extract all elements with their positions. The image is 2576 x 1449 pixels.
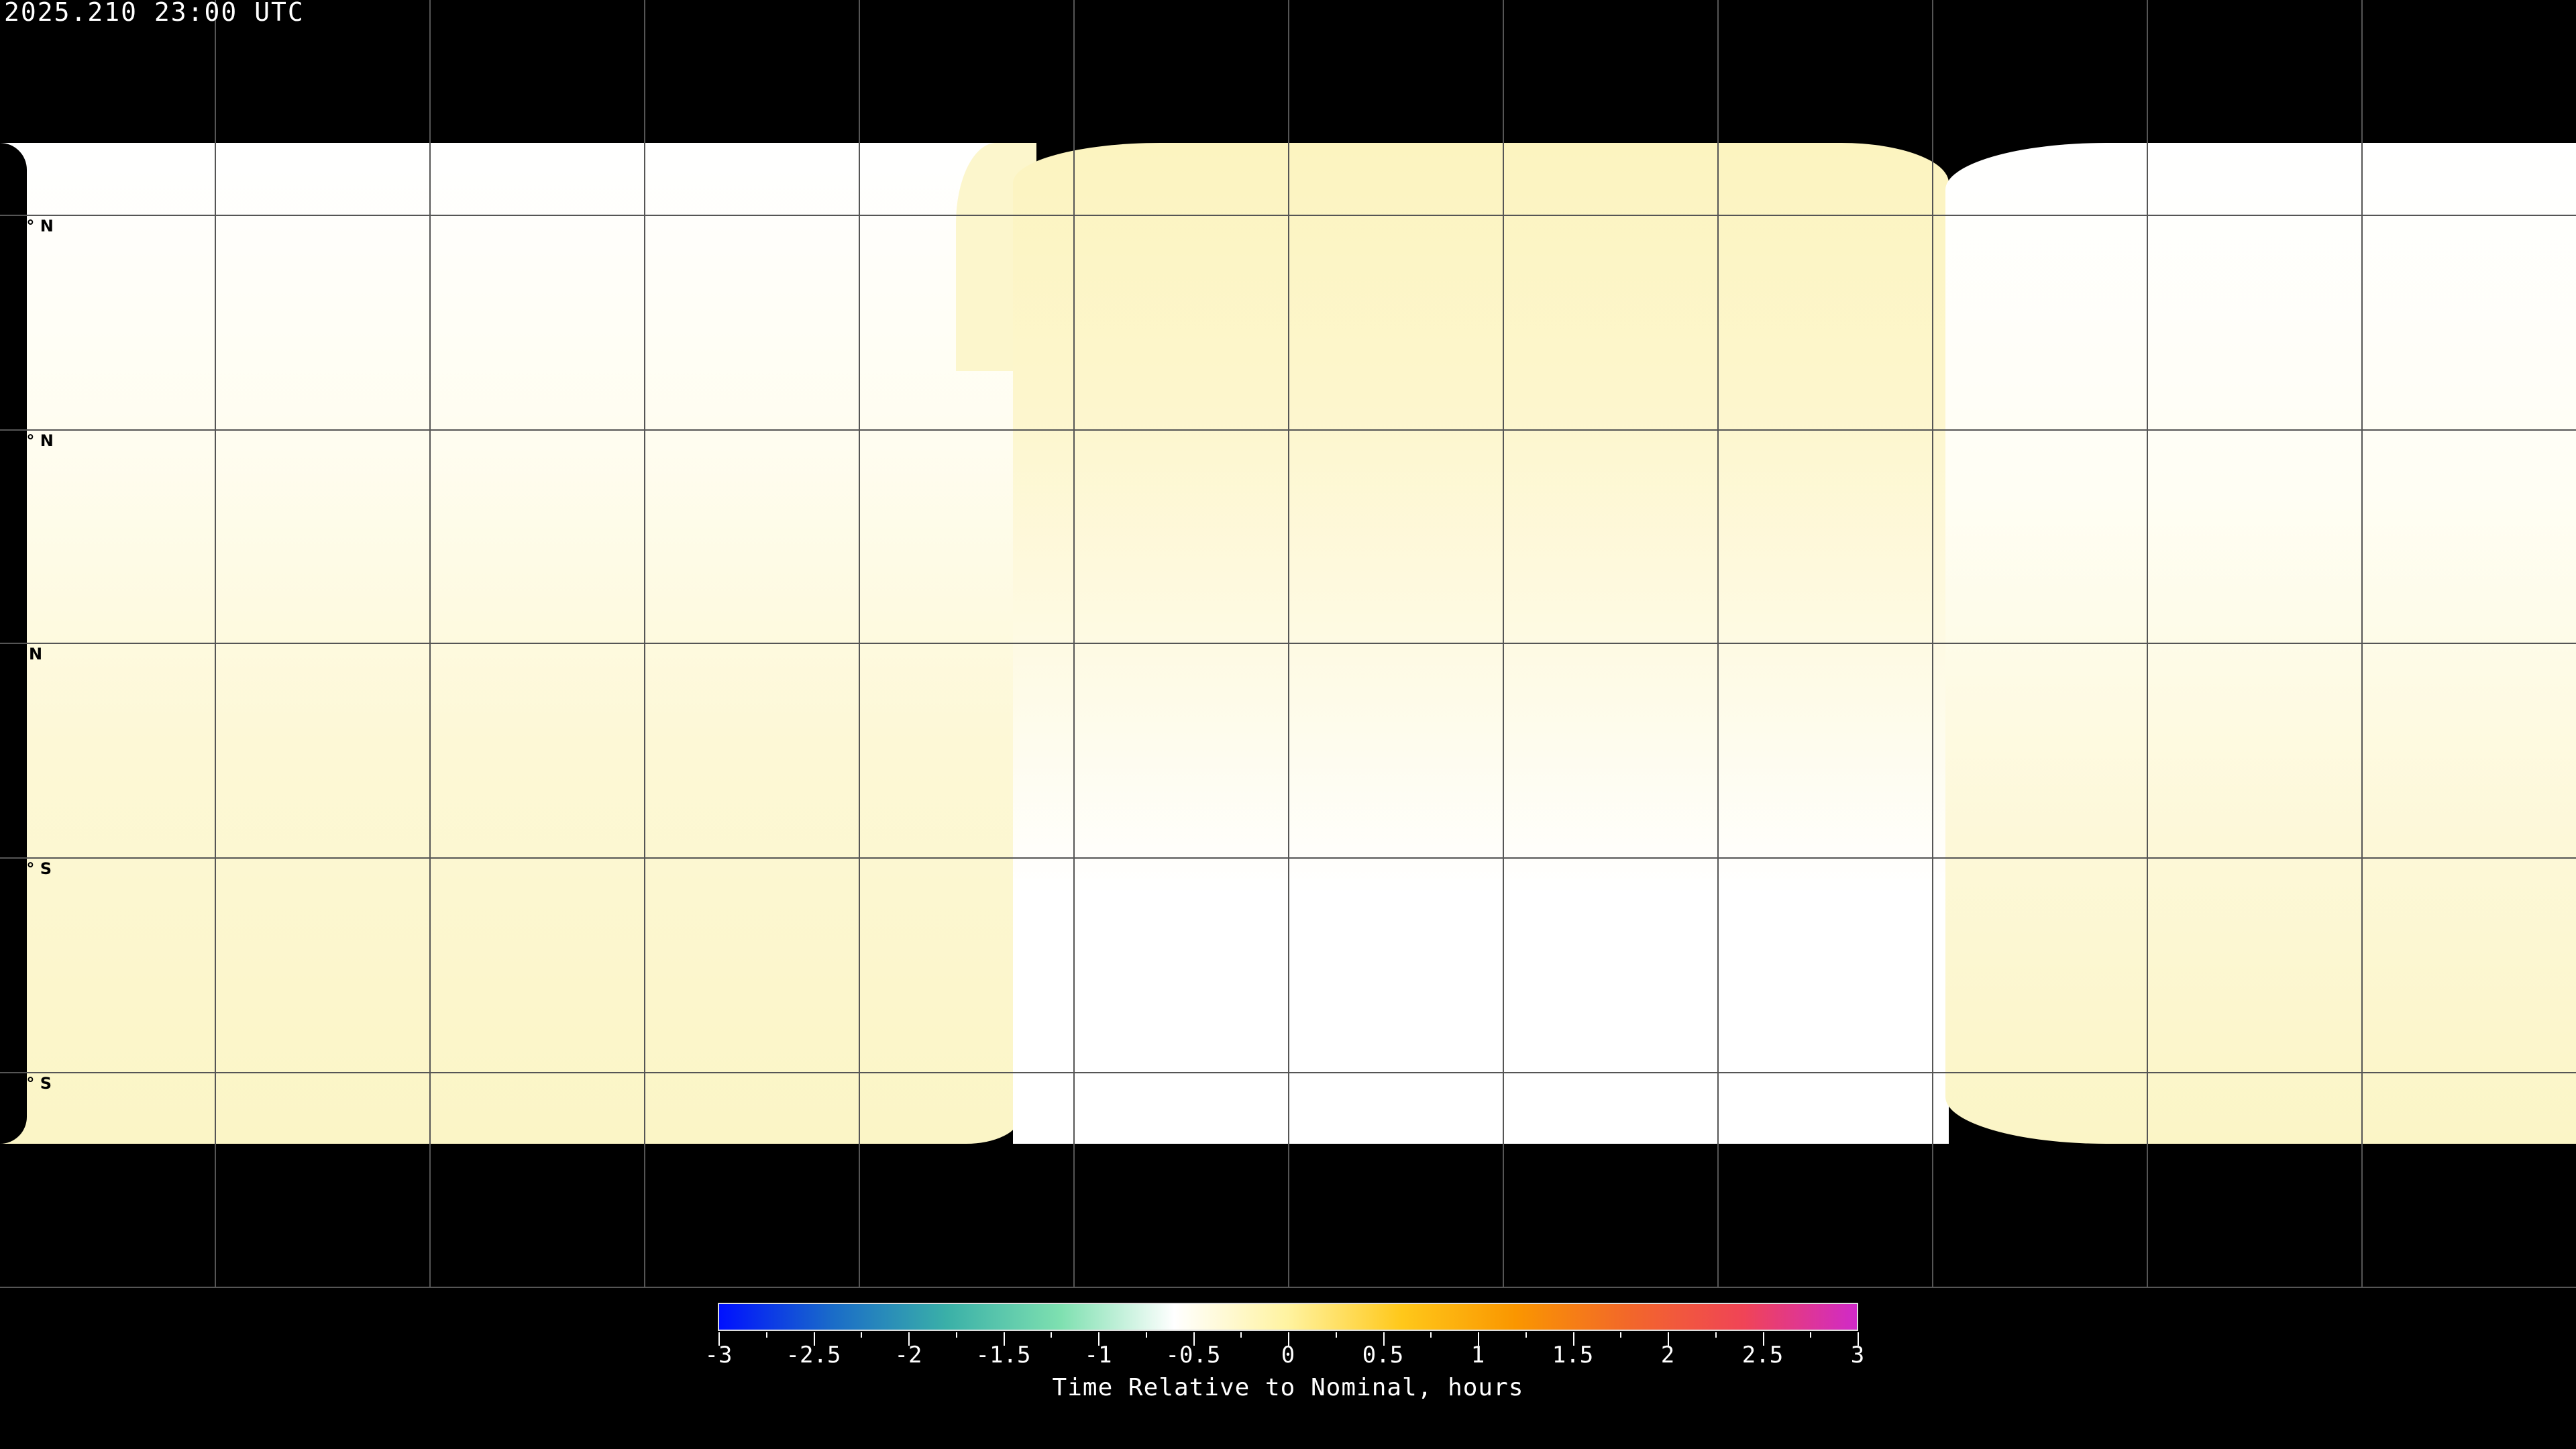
parallel-line: [0, 857, 2576, 859]
major-tick: [1193, 1332, 1195, 1346]
major-tick: [908, 1332, 910, 1346]
major-tick: [1383, 1332, 1385, 1346]
colorbar-tick-label: -1.5: [975, 1342, 1031, 1368]
colorbar-tick-label: 2: [1660, 1342, 1675, 1368]
minor-tick: [955, 1332, 957, 1338]
major-tick: [813, 1332, 815, 1346]
timestamp-title: 2025.210 23:00 UTC: [4, 0, 305, 27]
colorbar-tick-label: 2.5: [1741, 1342, 1784, 1368]
minor-tick: [1810, 1332, 1812, 1338]
minor-tick: [1715, 1332, 1717, 1338]
minor-tick: [1525, 1332, 1527, 1338]
minor-tick: [1145, 1332, 1147, 1338]
colorbar-tick-label: -2.5: [786, 1342, 841, 1368]
minor-tick: [1620, 1332, 1622, 1338]
major-tick: [1668, 1332, 1669, 1346]
colorbar-tick-label: 3: [1850, 1342, 1865, 1368]
major-tick: [1858, 1332, 1859, 1346]
parallel-line: [0, 215, 2576, 216]
colorbar-tick-label: 1.5: [1552, 1342, 1594, 1368]
lat-label-60n: 60° N: [4, 217, 54, 235]
minor-tick: [765, 1332, 767, 1338]
lat-label-30s: 30° S: [4, 859, 52, 878]
colorbar-tick-label: 0.5: [1362, 1342, 1404, 1368]
major-tick: [1288, 1332, 1289, 1346]
lat-label-60s: 60° S: [4, 1074, 52, 1093]
colorbar-tick-label: -3: [704, 1342, 733, 1368]
parallel-line: [0, 429, 2576, 431]
colorbar-label: Time Relative to Nominal, hours: [1052, 1374, 1524, 1401]
colorbar-tick-label: -1: [1084, 1342, 1112, 1368]
major-tick: [1098, 1332, 1099, 1346]
colorbar-tick-label: 1: [1470, 1342, 1485, 1368]
lat-label-30n: 30° N: [4, 431, 54, 450]
colorbar-tick-label: -2: [894, 1342, 922, 1368]
major-tick: [1762, 1332, 1764, 1346]
major-tick: [718, 1332, 720, 1346]
minor-tick: [1240, 1332, 1242, 1338]
colorbar: [718, 1303, 1858, 1331]
colorbar-tick-label: -0.5: [1165, 1342, 1221, 1368]
colorbar-tick-label: 0: [1281, 1342, 1295, 1368]
world-map: 60° N 30° N 0° N 30° S 60° S 2025.210 23…: [0, 0, 2576, 1288]
parallel-line: [0, 643, 2576, 644]
lat-label-0n: 0° N: [4, 645, 43, 663]
minor-tick: [1430, 1332, 1432, 1338]
parallel-line: [0, 1072, 2576, 1073]
minor-tick: [1335, 1332, 1337, 1338]
major-tick: [1003, 1332, 1005, 1346]
minor-tick: [1051, 1332, 1053, 1338]
major-tick: [1572, 1332, 1574, 1346]
major-tick: [1478, 1332, 1479, 1346]
minor-tick: [861, 1332, 863, 1338]
